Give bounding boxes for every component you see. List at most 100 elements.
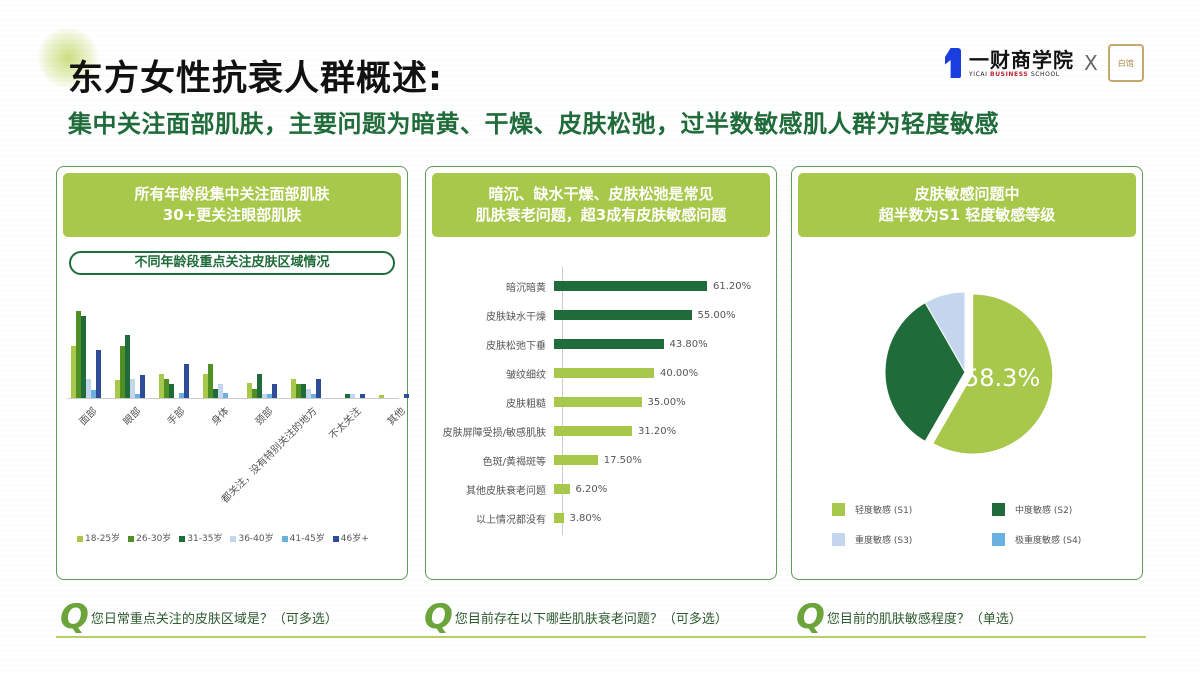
bar-value: 61.20%: [713, 280, 752, 292]
bar-label: 皮肤松弛下垂: [486, 340, 546, 352]
bar: [554, 455, 598, 465]
bar: [267, 394, 272, 398]
x-axis-label: 眼部: [121, 405, 144, 428]
bar-row: 色斑/黄褐斑等 17.50%: [426, 453, 642, 468]
bar: [135, 394, 140, 398]
legend-item: 31-35岁: [179, 531, 222, 544]
panel-skin-areas: 所有年龄段集中关注面部肌肤 30+更关注眼部肌肤 不同年龄段重点关注皮肤区域情况…: [56, 166, 409, 580]
bar-value: 6.20%: [575, 483, 608, 495]
bar: [554, 310, 692, 320]
bar: [350, 394, 355, 398]
bar: [345, 394, 350, 398]
bar-group: [115, 335, 145, 398]
pie-slice: [924, 291, 966, 374]
bar-label: 皮肤屏障受损/敏感肌肤: [442, 427, 546, 439]
bar: [360, 394, 365, 398]
bar: [291, 379, 296, 398]
bar: [252, 389, 257, 398]
bar-label: 其他皮肤衰老问题: [466, 485, 546, 497]
collab-x: X: [1084, 51, 1098, 75]
bar-row: 皱纹细纹 40.00%: [426, 366, 699, 381]
bar: [554, 513, 564, 523]
title-glow-decoration: [38, 28, 98, 88]
q-icon: Q: [796, 597, 825, 637]
panel-header: 皮肤敏感问题中 超半数为S1 轻度敏感等级: [798, 173, 1136, 237]
legend-item: 中度敏感 (S2): [992, 503, 1072, 516]
bar: [140, 375, 145, 398]
legend-item: 轻度敏感 (S1): [832, 503, 912, 516]
question-underline: [56, 636, 1146, 638]
bar-group: [379, 394, 409, 398]
chart-legend: 18-25岁 26-30岁 31-35岁 36-40岁 41-45岁 46岁+: [77, 531, 369, 544]
bar-value: 3.80%: [569, 512, 602, 524]
pie-chart: [870, 277, 1060, 467]
page-title: 东方女性抗衰人群概述:: [68, 59, 443, 99]
bar: [203, 374, 208, 398]
bar-label: 暗沉暗黄: [506, 282, 546, 294]
bar: [379, 395, 384, 398]
x-axis-label: 身体: [209, 405, 232, 428]
bar-label: 皮肤缺水干燥: [486, 311, 546, 323]
bar: [554, 484, 570, 494]
bar-row: 其他皮肤衰老问题 6.20%: [426, 482, 608, 497]
bar: [76, 311, 81, 398]
bar-label: 色斑/黄褐斑等: [482, 456, 546, 468]
bar: [554, 426, 632, 436]
bar-row: 皮肤松弛下垂 43.80%: [426, 337, 708, 352]
bar: [169, 384, 174, 398]
x-axis-labels: 面部 眼部 手部 身体 颈部 都关注，没有特别关注的地方 不太关注 其他: [67, 403, 408, 523]
bar-value: 55.00%: [697, 309, 736, 321]
logo-english-name: YICAI BUSINESS SCHOOL: [969, 70, 1060, 78]
logo-chinese-name: 一财商学院: [969, 47, 1074, 72]
legend-item: 极重度敏感 (S4): [992, 533, 1081, 546]
bar-label: 皮肤粗糙: [506, 398, 546, 410]
bar-label: 以上情况都没有: [476, 514, 546, 526]
x-axis-label: 不太关注: [327, 405, 364, 442]
grouped-bar-chart: [67, 295, 409, 399]
bar: [96, 350, 101, 398]
partner-logo-icon: 白馆: [1107, 44, 1144, 82]
bar-value: 17.50%: [603, 454, 642, 466]
bar: [311, 394, 316, 398]
bar-group: [159, 364, 189, 398]
bar: [262, 394, 267, 398]
bar: [257, 374, 262, 398]
bar: [554, 281, 707, 291]
bar-value: 43.80%: [669, 338, 708, 350]
pie-data-label: 58.3%: [964, 364, 1041, 392]
chart-title-pill: 不同年龄段重点关注皮肤区域情况: [69, 251, 395, 275]
bar-label: 皱纹细纹: [506, 369, 546, 381]
question-3: Q 您目前的肌肤敏感程度？（单选）: [796, 597, 1022, 637]
bar: [213, 389, 218, 398]
panel-aging-issues: 暗沉、缺水干燥、皮肤松弛是常见 肌肤衰老问题，超3成有皮肤敏感问题 暗沉暗黄 61…: [425, 166, 777, 580]
bar: [81, 316, 86, 398]
legend-item: 18-25岁: [77, 531, 120, 544]
bar-value: 40.00%: [660, 367, 699, 379]
bar: [115, 380, 120, 398]
bar-group: [203, 364, 233, 398]
chart-baseline: [67, 398, 399, 399]
pie-slice: [932, 293, 1054, 455]
bar: [184, 364, 189, 398]
bar-row: 皮肤缺水干燥 55.00%: [426, 308, 736, 323]
bar-row: 暗沉暗黄 61.20%: [426, 279, 752, 294]
bar: [91, 390, 96, 398]
bar: [404, 394, 409, 398]
bar-group: [247, 374, 277, 398]
bar: [272, 384, 277, 398]
bar: [120, 346, 125, 398]
question-2: Q 您目前存在以下哪些肌肤衰老问题？（可多选）: [424, 597, 728, 637]
bar: [159, 374, 164, 398]
panel-sensitivity: 皮肤敏感问题中 超半数为S1 轻度敏感等级 58.3% 轻度敏感 (S1) 中度敏…: [791, 166, 1143, 580]
bar: [164, 379, 169, 398]
q-icon: Q: [60, 597, 89, 637]
legend-item: 36-40岁: [230, 531, 274, 544]
q-icon: Q: [424, 597, 453, 637]
question-1: Q 您日常重点关注的皮肤区域是？（可多选）: [60, 597, 338, 637]
panel-header: 所有年龄段集中关注面部肌肤 30+更关注眼部肌肤: [63, 173, 401, 237]
bar-row: 皮肤粗糙 35.00%: [426, 395, 686, 410]
bar: [130, 379, 135, 398]
bar-row: 皮肤屏障受损/敏感肌肤 31.20%: [426, 424, 677, 439]
panel-header: 暗沉、缺水干燥、皮肤松弛是常见 肌肤衰老问题，超3成有皮肤敏感问题: [432, 173, 770, 237]
bar: [179, 393, 184, 398]
